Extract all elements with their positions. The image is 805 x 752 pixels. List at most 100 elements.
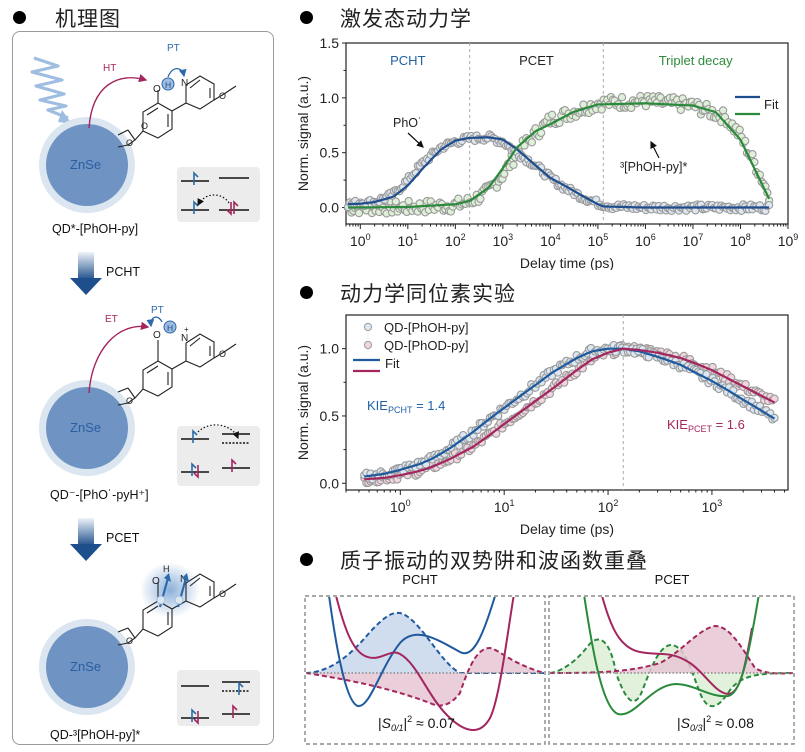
y-tick-label: 0.0 xyxy=(320,200,340,216)
well-frame-pcet xyxy=(548,595,795,745)
legend-marker xyxy=(363,340,373,350)
heading-excited-state: 激发态动力学 xyxy=(340,7,472,31)
qd-core xyxy=(46,626,128,708)
mechanism-diagram: O O O N O H xyxy=(30,56,260,726)
energy-level-box xyxy=(177,426,260,486)
y-tick-label: 0.5 xyxy=(320,408,340,424)
chart-kie: 0.0 0.5 1.0 100 101 102 103 Delay time (ps) Norm… xyxy=(295,314,789,537)
wavefunction-fill xyxy=(306,612,460,673)
x-axis-label: Delay time (ps) xyxy=(520,255,614,270)
x-tick-label: 101 xyxy=(398,232,419,249)
region-label: PCHT xyxy=(390,53,425,68)
fit-line xyxy=(348,102,771,209)
atom-h: H xyxy=(165,80,171,90)
heading-kie: 动力学同位素实验 xyxy=(340,282,516,306)
energy-level-box xyxy=(177,167,260,222)
potential-line xyxy=(583,597,760,716)
data-point xyxy=(597,105,606,114)
data-point xyxy=(547,110,557,119)
wavefunction-line xyxy=(550,624,793,675)
data-point xyxy=(391,197,400,206)
core-label: ZnSe xyxy=(70,420,102,435)
core-label: ZnSe xyxy=(70,157,102,172)
bullet-icon xyxy=(300,553,313,566)
y-tick-label: 1.0 xyxy=(320,341,340,357)
y-tick-label: 0.5 xyxy=(320,145,340,161)
legend-marker xyxy=(363,322,373,332)
potential-line xyxy=(335,597,515,731)
stage-3: O O H N O xyxy=(39,562,260,726)
energy-levels xyxy=(181,433,250,473)
arrow-label-pcet: PCET xyxy=(106,531,140,545)
data-point xyxy=(476,194,485,204)
x-tick-label: 100 xyxy=(390,498,411,515)
legend-label: Fit xyxy=(385,356,400,371)
atom-h: H xyxy=(167,323,173,333)
light-wave-icon xyxy=(30,56,69,120)
x-tick-label: 103 xyxy=(493,232,514,249)
pt-label: PT xyxy=(167,43,180,54)
x-tick-label: 105 xyxy=(588,232,609,249)
pt-arrow xyxy=(167,67,187,78)
atom-o: O xyxy=(126,396,133,406)
x-tick-label: 102 xyxy=(598,498,619,515)
state-label-2: QD⁻-[PhO˙-pyH⁺] xyxy=(50,488,149,502)
data-point xyxy=(617,93,627,102)
atom-h: H xyxy=(163,564,170,574)
atom-plus: + xyxy=(184,325,189,334)
x-tick-label: 104 xyxy=(540,232,561,249)
data-point xyxy=(454,194,463,203)
x-tick-label: 106 xyxy=(635,232,656,249)
region-label: Triplet decay xyxy=(659,53,733,68)
y-tick-label: 1.5 xyxy=(320,35,340,51)
well-frame-pcht xyxy=(304,595,546,745)
double-well-panels: PCHT PCET |S0/1|2 ≈ 0.07 |S0/3|2 ≈ 0.08 xyxy=(304,572,795,745)
atom-o: O xyxy=(126,138,133,148)
data-point xyxy=(404,196,413,206)
atom-n: N xyxy=(180,574,187,585)
fit-line xyxy=(364,347,776,478)
x-tick-label: 101 xyxy=(494,498,515,515)
annotation-arrow xyxy=(650,140,660,159)
wavefunction-fill xyxy=(306,648,544,706)
down-arrow-pcht xyxy=(78,252,94,280)
wavefunction-fill xyxy=(550,626,793,674)
x-tick-label: 107 xyxy=(683,232,704,249)
x-tick-label: 108 xyxy=(730,232,751,249)
overlap-annotation-pcet: |S0/3|2 ≈ 0.08 xyxy=(677,714,754,733)
potential-line xyxy=(328,597,496,707)
molecule-phoh-py xyxy=(117,75,237,148)
pt-arrow xyxy=(146,316,163,328)
stage-2: O O N + O H xyxy=(39,316,260,486)
proton-icon xyxy=(163,320,177,334)
x-tick-label: 109 xyxy=(778,232,799,249)
wavefunction-line xyxy=(550,638,791,708)
atom-o: O xyxy=(219,349,226,359)
annotation-arrow xyxy=(407,132,424,148)
legend-label: QD-[PhOH-py] xyxy=(384,320,469,335)
triplet-spin-icons xyxy=(156,573,189,608)
atom-o: O xyxy=(152,576,160,587)
ht-label: HT xyxy=(103,63,117,74)
x-tick-label: 100 xyxy=(350,232,371,249)
atom-o: O xyxy=(153,330,161,341)
data-point xyxy=(509,160,518,170)
x-tick-label: 102 xyxy=(445,232,466,249)
well-title-pcet: PCET xyxy=(655,572,690,587)
y-axis-label: Norm. signal (a.u.) xyxy=(295,345,311,460)
atom-o: O xyxy=(219,91,226,101)
fit-line xyxy=(347,136,770,209)
wavefunction-line xyxy=(306,611,544,674)
plot-frame xyxy=(345,42,789,225)
et-arrow xyxy=(88,321,150,394)
data-point xyxy=(527,138,537,147)
atom-o: O xyxy=(153,84,161,95)
state-label-1: QD*-[PhOH-py] xyxy=(52,222,139,236)
stage-1: O O O N O H xyxy=(30,56,260,222)
y-tick-label: 0.0 xyxy=(320,475,340,491)
proton-icon xyxy=(161,77,175,91)
heading-double-well: 质子振动的双势阱和波函数重叠 xyxy=(340,549,648,573)
kie-annotation: KIEPCHT = 1.4 xyxy=(367,398,445,415)
state-label-3: QD-³[PhOH-py]* xyxy=(50,728,141,742)
chart-excited-state: 0.0 0.5 1.0 1.5 100 101 102 103 104 105 106 107 108 1… xyxy=(295,35,799,270)
